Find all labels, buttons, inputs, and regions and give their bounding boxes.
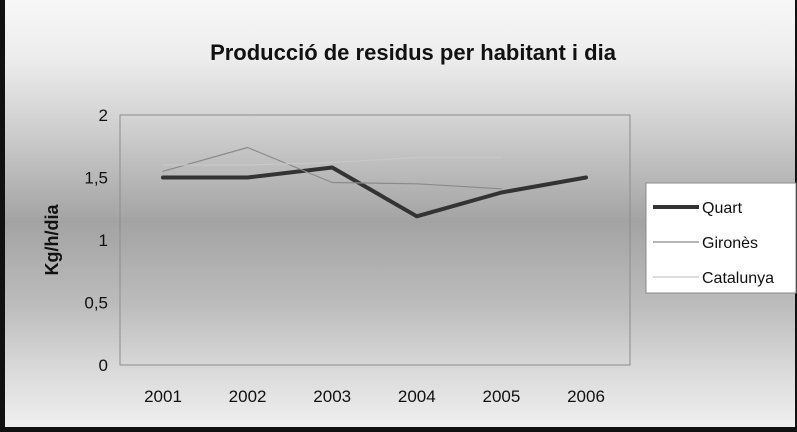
x-tick-label: 2002: [229, 387, 267, 406]
y-tick-label: 0,5: [84, 294, 108, 313]
legend: Quart Gironès Catalunya: [653, 200, 774, 287]
y-tick-label: 0: [99, 356, 108, 375]
x-tick-label: 2005: [482, 387, 520, 406]
x-tick-label: 2004: [398, 387, 436, 406]
series-line-giron-s: [162, 146, 502, 190]
chart-title: Producció de residus per habitant i dia: [210, 40, 617, 65]
y-tick-label: 1: [99, 231, 108, 250]
y-axis-title: Kg/h/dia: [42, 204, 62, 276]
y-tick-label: 2: [99, 106, 108, 125]
legend-box: [645, 182, 797, 294]
legend-label: Gironès: [702, 235, 758, 252]
legend-label: Catalunya: [702, 270, 774, 287]
x-tick-labels: 2001 2002 2003 2004 2005 2006: [144, 387, 605, 406]
y-tick-labels: 0 0,5 1 1,5 2: [84, 106, 108, 375]
legend-label: Quart: [702, 200, 743, 217]
line-chart: Producció de residus per habitant i dia …: [42, 40, 797, 406]
plot-area: [119, 114, 631, 366]
series-lines: [161, 146, 588, 219]
x-tick-label: 2001: [144, 387, 182, 406]
series-line-catalunya: [162, 156, 502, 166]
x-tick-label: 2006: [567, 387, 605, 406]
y-tick-label: 1,5: [84, 169, 108, 188]
series-line-quart: [161, 165, 588, 219]
x-tick-label: 2003: [313, 387, 351, 406]
